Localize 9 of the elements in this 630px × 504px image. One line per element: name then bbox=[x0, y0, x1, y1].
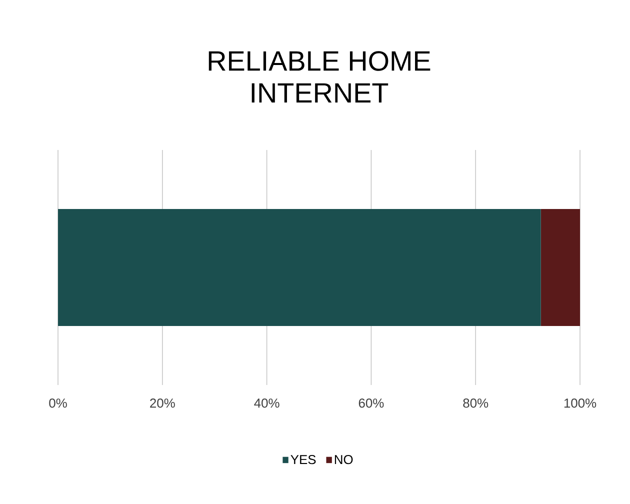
x-tick-label: 80% bbox=[463, 398, 488, 408]
x-tick-label: 60% bbox=[358, 398, 384, 408]
x-tick-label: 100% bbox=[564, 398, 596, 408]
chart-title: RELIABLE HOME INTERNET bbox=[208, 51, 430, 102]
x-tick-label: 0% bbox=[49, 398, 67, 408]
x-tick-label: 40% bbox=[254, 398, 280, 408]
legend-label: YES bbox=[290, 454, 316, 464]
legend-label: NO bbox=[334, 454, 353, 464]
x-tick-label: 20% bbox=[150, 398, 175, 408]
